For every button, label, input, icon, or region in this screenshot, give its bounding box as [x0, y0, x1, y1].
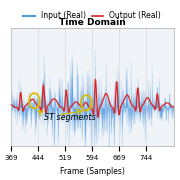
X-axis label: Frame (Samples): Frame (Samples) — [60, 167, 125, 176]
Legend: Input (Real), Output (Real): Input (Real), Output (Real) — [20, 8, 164, 24]
Title: Time Domain: Time Domain — [59, 18, 126, 27]
Text: ST segments: ST segments — [44, 113, 95, 122]
